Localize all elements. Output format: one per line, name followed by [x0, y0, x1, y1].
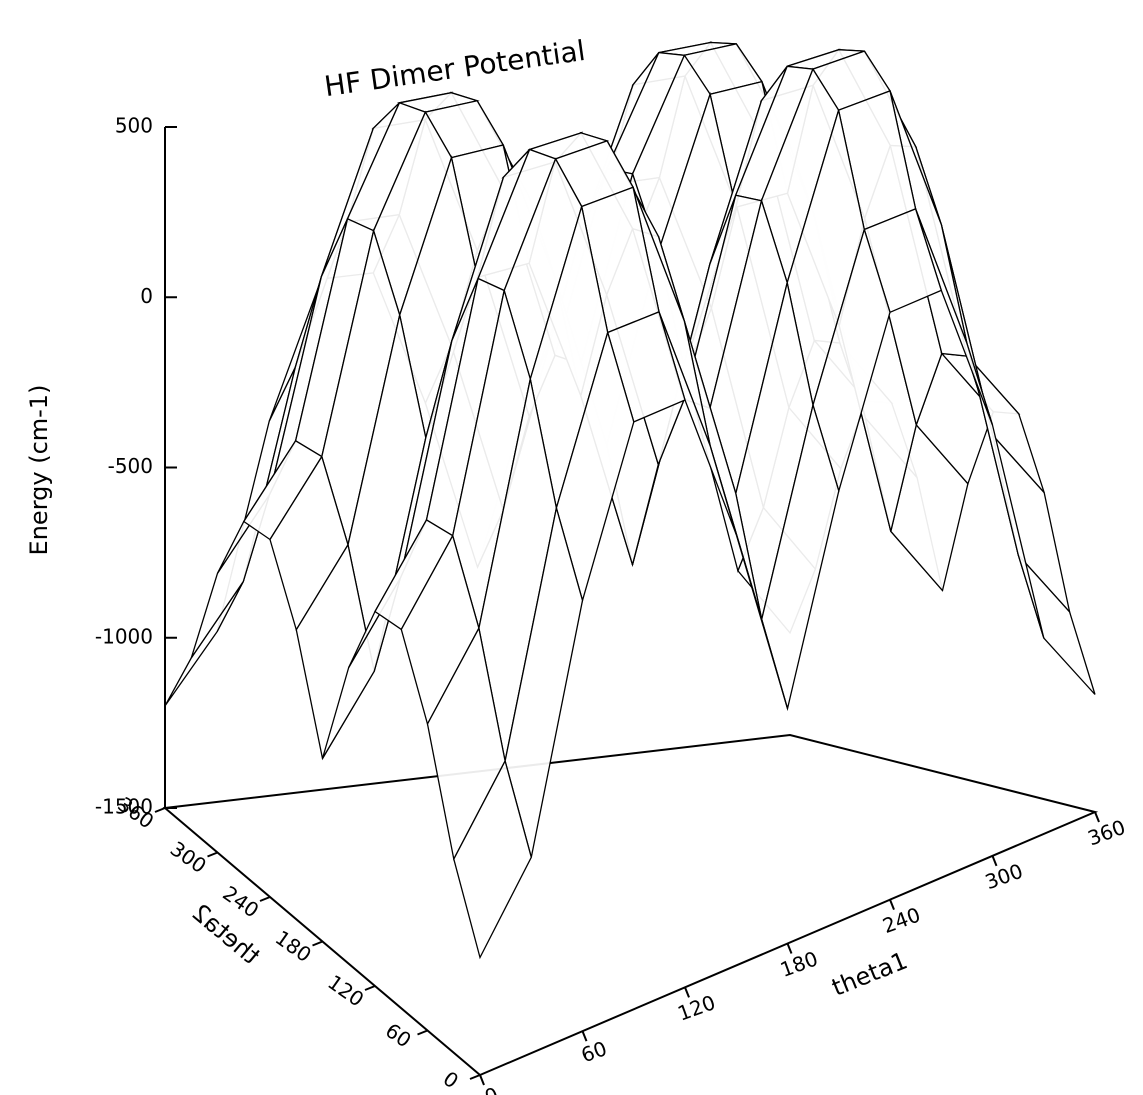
- x-tick-label: 300: [982, 859, 1026, 895]
- base-plane: [165, 735, 1095, 1075]
- y-tick-label: 0: [439, 1066, 463, 1093]
- x-tick: [993, 856, 997, 866]
- z-tick-label: -1000: [95, 624, 153, 648]
- y-tick-label: 300: [166, 836, 211, 878]
- surface-cell: [165, 582, 243, 706]
- x-tick: [788, 944, 792, 954]
- x-tick: [480, 1075, 484, 1085]
- chart: HF Dimer PotentialEnergy (cm-1)theta1the…: [0, 0, 1143, 1095]
- y-tick-label: 180: [271, 925, 316, 967]
- y-tick: [470, 1075, 480, 1079]
- chart-title: HF Dimer Potential: [322, 34, 587, 103]
- x-tick-label: 180: [777, 946, 821, 982]
- x-tick: [1095, 812, 1099, 822]
- x-tick: [685, 987, 689, 997]
- x-tick-label: 60: [578, 1036, 610, 1067]
- x-tick: [890, 900, 894, 910]
- z-axis-label: Energy (cm-1): [25, 385, 53, 556]
- z-tick-label: -500: [108, 454, 153, 478]
- y-tick-label: 60: [381, 1018, 416, 1052]
- y-tick: [418, 1031, 428, 1035]
- z-tick-label: 0: [140, 284, 153, 308]
- x-tick-label: 120: [674, 990, 718, 1026]
- y-tick-label: 120: [323, 970, 368, 1012]
- x-tick: [583, 1031, 587, 1041]
- x-tick-label: 360: [1084, 815, 1128, 851]
- x-tick-label: 240: [879, 902, 923, 938]
- z-tick-label: 500: [115, 114, 153, 138]
- x-axis-label: theta1: [828, 946, 912, 1001]
